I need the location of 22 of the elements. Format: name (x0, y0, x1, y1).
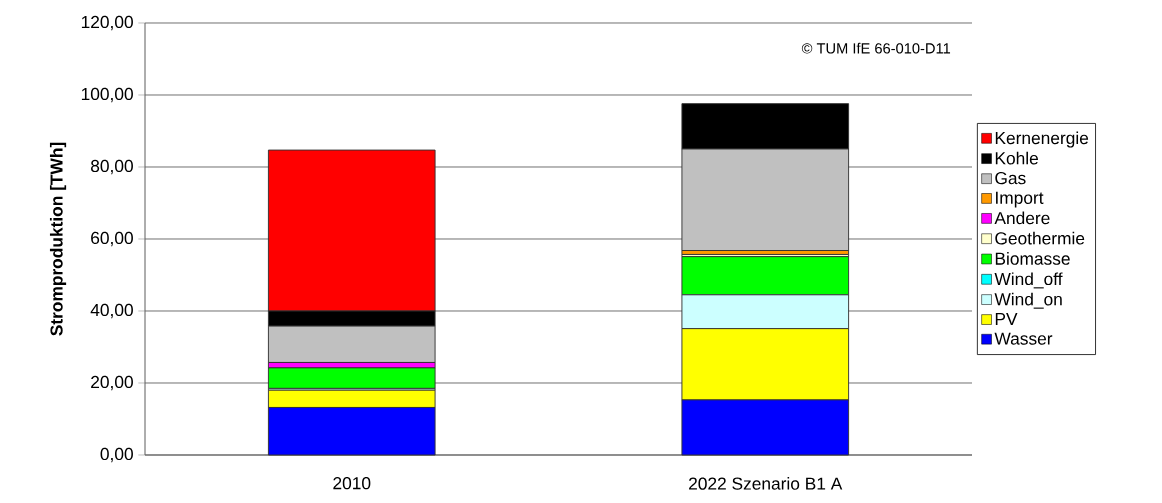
legend-label: PV (995, 312, 1018, 325)
x-tick-label: 2022 Szenario B1 A (689, 477, 843, 490)
y-tick-label: 20,00 (91, 375, 133, 391)
y-tick-label: 100,00 (81, 87, 133, 103)
legend-label: Gas (995, 172, 1026, 185)
legend-label: Wind_off (994, 272, 1063, 289)
y-axis-title: Stromproduktion [TWh] (49, 142, 67, 336)
y-tick-label: 60,00 (91, 231, 133, 247)
legend-label: Biomasse (995, 252, 1070, 265)
legend-label: Andere (994, 211, 1050, 225)
y-tick-label: 120,00 (81, 15, 133, 31)
annotation: © TUM IfE 66-010-D11 (801, 42, 951, 54)
legend-label: Wind_on (994, 292, 1062, 309)
x-tick-label: 2010 (333, 477, 371, 490)
y-tick-label: 0,00 (100, 447, 133, 463)
legend-label: Import (996, 191, 1044, 208)
y-tick-label: 80,00 (91, 159, 133, 175)
legend-label: Wasser (994, 332, 1053, 345)
legend-label: Kernenergie (995, 131, 1089, 148)
legend-label: Kohle (995, 151, 1038, 165)
legend-label: Geothermie (995, 231, 1085, 245)
y-tick-label: 40,00 (90, 303, 133, 319)
